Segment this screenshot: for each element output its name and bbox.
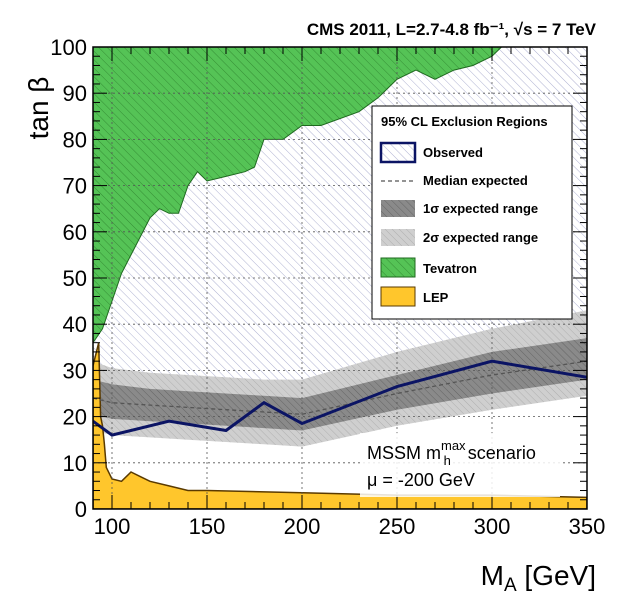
x-tick-label-150: 150 (189, 514, 226, 539)
legend-label-tevatron: Tevatron (423, 261, 477, 276)
x-tick-label-100: 100 (94, 514, 131, 539)
y-tick-label-10: 10 (63, 451, 87, 476)
y-axis-label: tan β (23, 77, 54, 140)
y-tick-label-90: 90 (63, 81, 87, 106)
legend-label-two-sigma: 2σ expected range (423, 230, 538, 245)
y-tick-label-50: 50 (63, 266, 87, 291)
legend-swatch-lep (380, 286, 416, 307)
x-axis-label: MA [GeV] (481, 560, 596, 596)
legend-swatch-two-sigma (381, 229, 415, 246)
legend-swatch-tevatron (380, 257, 416, 278)
x-tick-label-300: 300 (474, 514, 511, 539)
median-expected-line (93, 360, 587, 415)
scenario-annotation: MSSM mmax h scenario μ = -200 GeV (360, 433, 560, 497)
y-tick-label-70: 70 (63, 174, 87, 199)
scenario-text: MSSM mmax h scenario (367, 438, 536, 468)
chart-title: CMS 2011, L=2.7-4.8 fb⁻¹, √s = 7 TeV (307, 20, 597, 39)
legend-title: 95% CL Exclusion Regions (381, 114, 548, 129)
legend-swatch-one-sigma (381, 200, 415, 217)
tevatron-region (93, 47, 503, 344)
y-tick-label-80: 80 (63, 127, 87, 152)
legend: 95% CL Exclusion Regions Observed Median… (371, 105, 573, 320)
x-tick-label-350: 350 (569, 514, 606, 539)
y-tick-labels: 0 10 20 30 40 50 60 70 80 90 100 (50, 35, 87, 522)
scenario-superscript: max (441, 438, 466, 453)
y-tick-label-0: 0 (75, 497, 87, 522)
one-sigma-band (93, 338, 587, 431)
y-tick-label-30: 30 (63, 358, 87, 383)
x-tick-label-200: 200 (284, 514, 321, 539)
mu-text: μ = -200 GeV (367, 470, 475, 490)
axis-ticks (92, 46, 588, 510)
legend-swatch-observed (379, 141, 417, 164)
chart-title-text: CMS 2011, L=2.7-4.8 fb⁻¹, √s = 7 TeV (307, 20, 597, 39)
observed-line (93, 359, 587, 437)
legend-label-one-sigma: 1σ expected range (423, 201, 538, 216)
y-tick-label-40: 40 (63, 312, 87, 337)
scenario-subscript: h (444, 453, 451, 468)
x-tick-labels: 100 150 200 250 300 350 (94, 514, 606, 539)
y-tick-label-60: 60 (63, 220, 87, 245)
x-tick-label-250: 250 (379, 514, 416, 539)
legend-label-lep: LEP (423, 290, 449, 305)
legend-label-observed: Observed (423, 145, 483, 160)
legend-label-median: Median expected (423, 173, 528, 188)
y-tick-label-20: 20 (63, 405, 87, 430)
y-tick-label-100: 100 (50, 35, 87, 60)
